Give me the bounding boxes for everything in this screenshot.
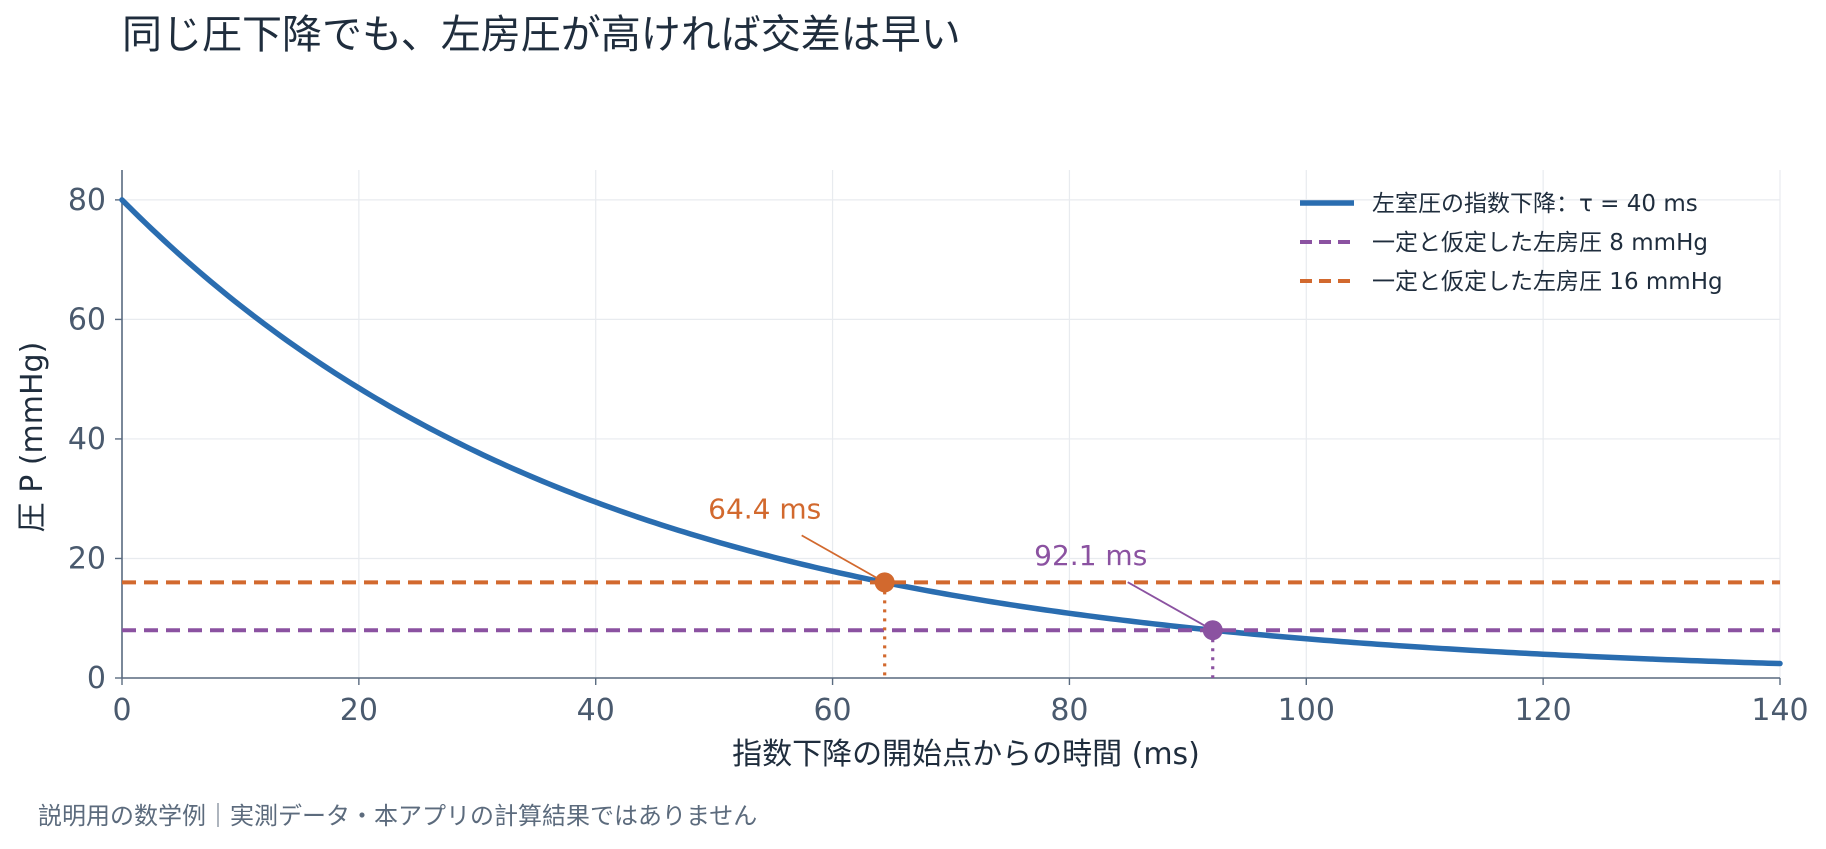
y-tick-label: 20 — [68, 541, 106, 576]
x-tick-label: 20 — [340, 693, 378, 728]
x-tick-label: 100 — [1278, 693, 1335, 728]
y-axis-label: 圧 P (mmHg) — [15, 342, 50, 533]
x-tick-label: 40 — [577, 693, 615, 728]
x-tick-label: 80 — [1050, 693, 1088, 728]
series-layer — [119, 197, 1783, 667]
crossing-label: 64.4 ms — [708, 492, 821, 525]
legend-label: 左室圧の指数下降：τ = 40 ms — [1372, 191, 1698, 217]
annotations: 64.4 ms 92.1 ms — [708, 492, 1223, 678]
x-tick-label: 0 — [112, 693, 131, 728]
x-axis-label: 指数下降の開始点からの時間 (ms) — [732, 737, 1200, 772]
crossing-label: 92.1 ms — [1034, 539, 1147, 572]
crossing-marker — [874, 572, 895, 593]
y-tick-label: 60 — [68, 302, 106, 337]
y-tick-label: 0 — [87, 661, 106, 696]
y-tick-label: 80 — [68, 183, 106, 218]
x-tick-label: 60 — [813, 693, 851, 728]
y-tick-label: 40 — [68, 422, 106, 457]
axes: 0 20 40 60 80 100 120 140 0 20 40 60 80 — [68, 170, 1809, 728]
footnote: 説明用の数学例｜実測データ・本アプリの計算結果ではありません — [38, 802, 757, 830]
series-line-lv-pressure — [119, 197, 1783, 667]
x-tick-label: 120 — [1515, 693, 1572, 728]
x-tick-label: 140 — [1751, 693, 1808, 728]
legend-label: 一定と仮定した左房圧 8 mmHg — [1372, 230, 1708, 256]
legend-label: 一定と仮定した左房圧 16 mmHg — [1372, 269, 1723, 295]
callout-leader — [1127, 581, 1214, 631]
callout-leader — [801, 534, 886, 584]
chart-title: 同じ圧下降でも、左房圧が高ければ交差は早い — [122, 12, 961, 58]
legend: 左室圧の指数下降：τ = 40 ms 一定と仮定した左房圧 8 mmHg 一定と仮定… — [1300, 191, 1723, 295]
crossing-marker — [1202, 620, 1223, 641]
